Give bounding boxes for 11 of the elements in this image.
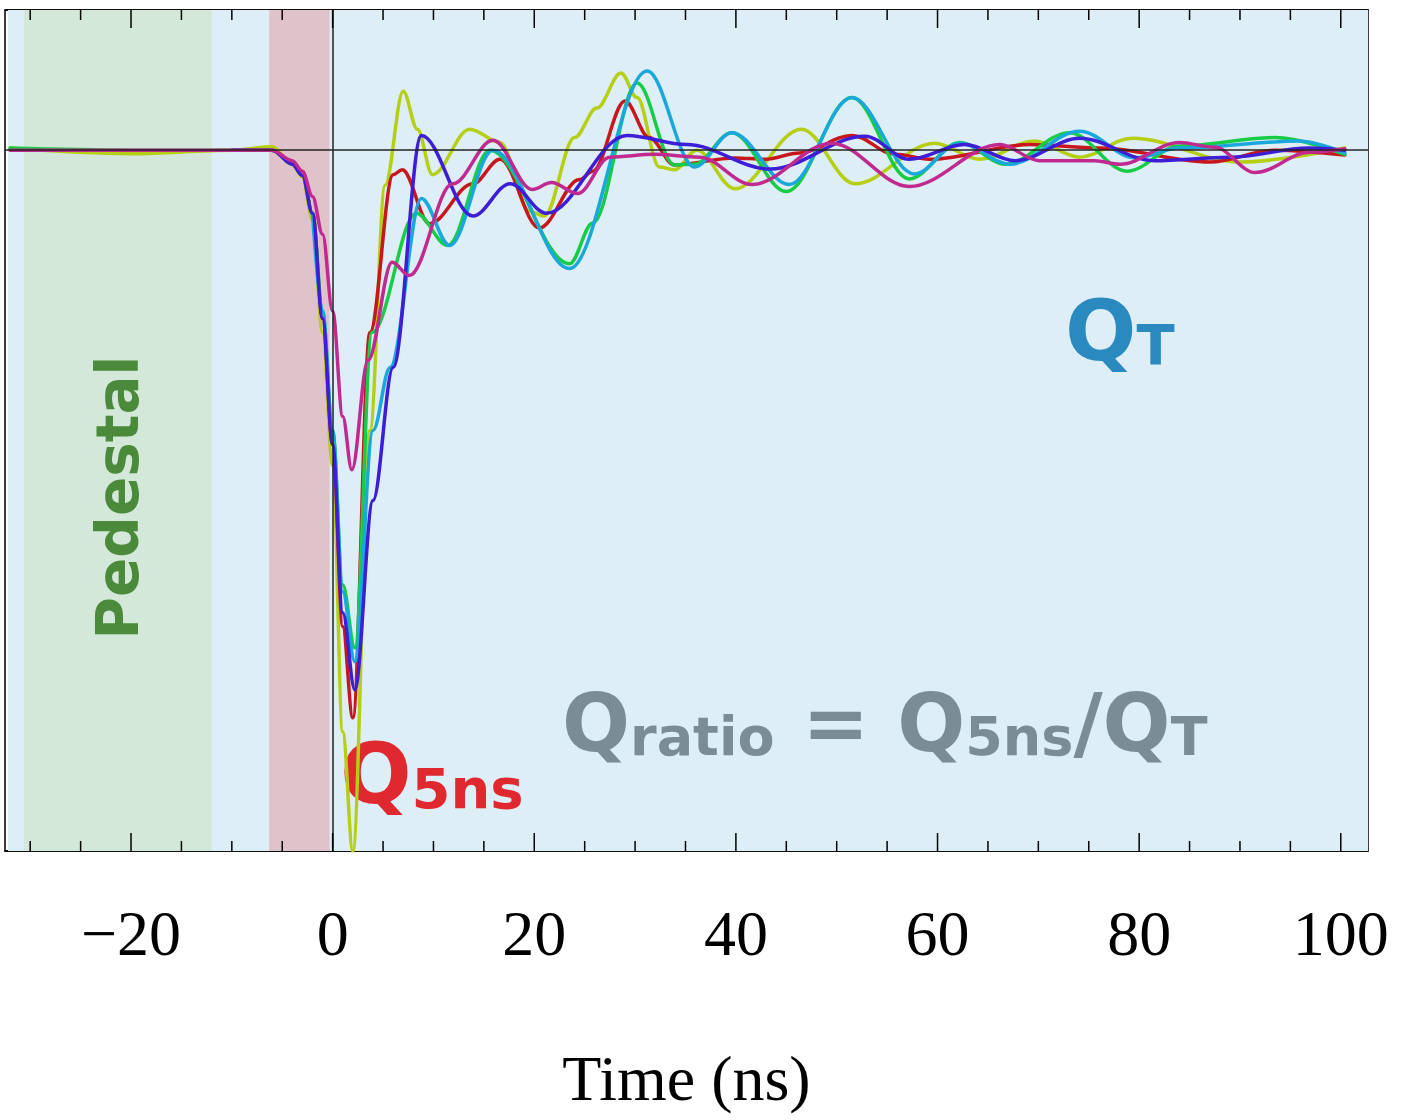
x-tick-label: 60	[905, 897, 970, 969]
x-tick-label: 20	[502, 897, 567, 969]
band-label: Pedestal	[83, 355, 152, 640]
x-tick-label: 80	[1107, 897, 1172, 969]
x-tick-label: 100	[1292, 897, 1389, 969]
band-label: QT	[1065, 281, 1175, 380]
x-axis-title: Time (ns)	[562, 1042, 811, 1114]
x-tick-label: 0	[316, 897, 349, 969]
x-tick-label: −20	[80, 897, 182, 969]
annotation: Qratio = Q5ns/QT	[562, 676, 1208, 770]
x-tick-label: 40	[703, 897, 768, 969]
